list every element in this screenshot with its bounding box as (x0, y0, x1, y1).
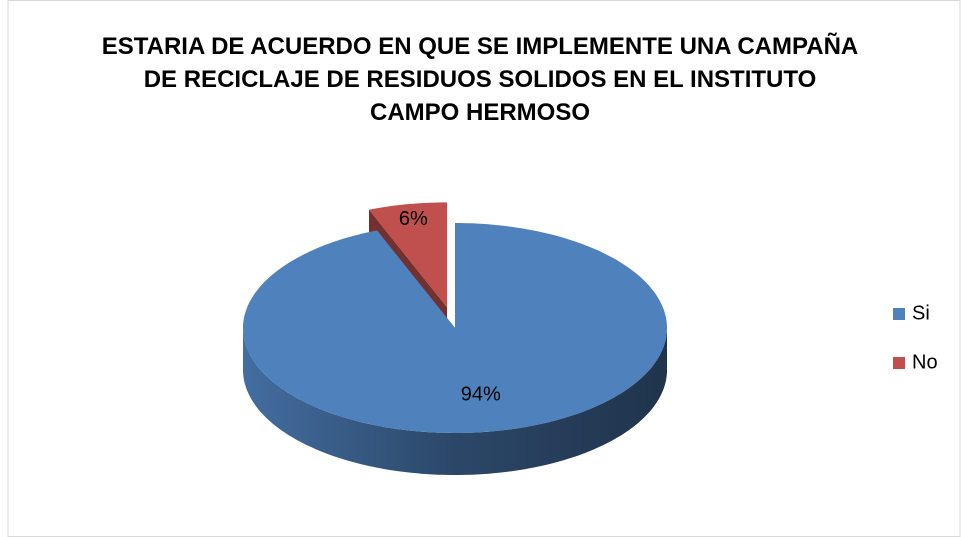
legend-label: No (912, 351, 938, 373)
legend-swatch (893, 357, 905, 369)
slice (369, 202, 448, 308)
chart-title: ESTARIA DE ACUERDO EN QUE SE IMPLEMENTE … (101, 33, 859, 126)
slice (243, 223, 667, 433)
legend-swatch (893, 308, 905, 320)
data-label: 94% (461, 383, 501, 405)
legend-label: Si (912, 302, 930, 324)
slice-side-shade (243, 328, 667, 475)
data-label: 6% (399, 208, 428, 230)
